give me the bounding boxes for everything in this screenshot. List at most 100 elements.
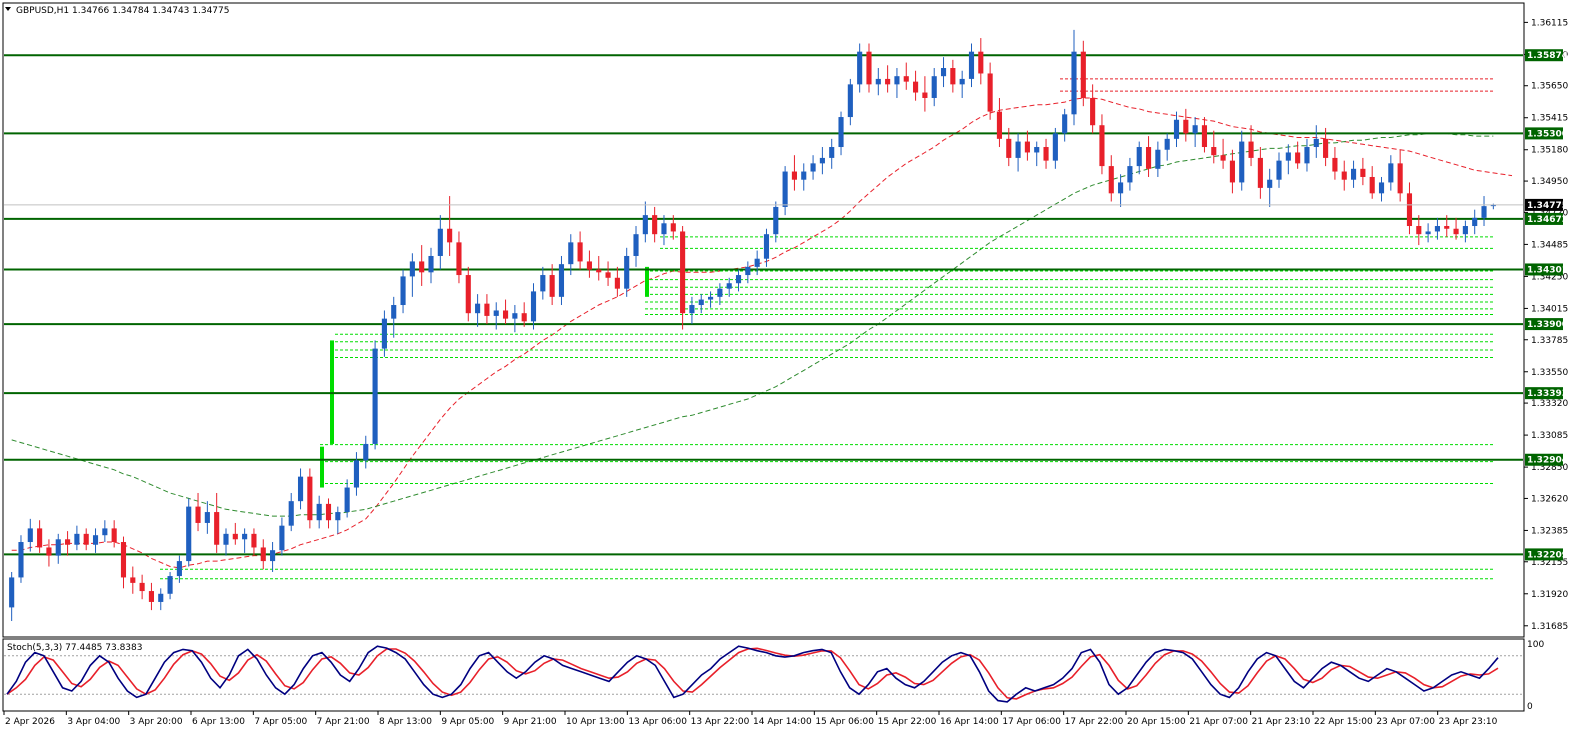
candle [1481, 196, 1487, 227]
candle [875, 68, 881, 96]
candle [754, 250, 760, 276]
level-price-label: 1.34301 [1527, 265, 1568, 275]
stochastic-label: Stoch(5,3,3) 77.4485 73.8383 [7, 643, 142, 653]
candle-body [1145, 147, 1152, 169]
time-axis[interactable]: 2 Apr 2026 3 Apr 04:00 3 Apr 20:00 6 Apr 13… [3, 711, 1498, 727]
candle [885, 65, 891, 93]
candle-body [1239, 141, 1245, 183]
dropdown-triangle-icon[interactable] [5, 7, 11, 11]
time-tick-label: 6 Apr 13:00 [192, 717, 245, 727]
candle [959, 70, 965, 98]
candle-body [1490, 204, 1496, 207]
candle-body [437, 228, 443, 256]
candle [661, 215, 667, 246]
candle-body [1462, 226, 1468, 235]
candle [18, 535, 24, 583]
candle [605, 261, 611, 286]
time-tick-label: 7 Apr 05:00 [254, 717, 307, 727]
candle [270, 542, 276, 572]
candle [1313, 125, 1319, 158]
candle-body [400, 276, 406, 306]
candle-body [540, 275, 546, 292]
level-price-badge [1525, 453, 1563, 466]
price-tick-label: 1.34485 [1531, 240, 1568, 250]
candle [176, 555, 182, 583]
candle [484, 294, 490, 325]
green-zone-block [645, 266, 649, 297]
candle-body [810, 163, 816, 172]
candle [204, 501, 210, 534]
candle-body [1332, 157, 1338, 172]
candle [726, 277, 732, 297]
candle [857, 43, 863, 93]
last-price-label: 1.34775 [1527, 201, 1568, 211]
candle-body [232, 533, 238, 540]
candle [512, 305, 518, 333]
candle-body [698, 299, 704, 306]
candle [428, 247, 434, 284]
candle [251, 528, 257, 556]
candle [1127, 157, 1133, 191]
candle [540, 266, 546, 300]
candle [1425, 223, 1431, 243]
price-panel[interactable]: GBPUSD,H1 1.34766 1.34784 1.34743 1.3477… [2, 2, 1525, 638]
slow-moving-average-line [11, 132, 1494, 517]
candle-body [1295, 152, 1301, 164]
candle [642, 201, 648, 243]
candle-body [223, 533, 229, 545]
candle-body [344, 487, 350, 513]
candle [1043, 138, 1049, 169]
candle [913, 70, 919, 101]
level-price-label: 1.35874 [1527, 51, 1568, 61]
candle [232, 522, 238, 545]
candle-body [782, 171, 788, 207]
candle [139, 574, 145, 600]
chart-header: GBPUSD,H1 1.34766 1.34784 1.34743 1.3477… [5, 6, 229, 16]
price-axis[interactable]: 1.31685 1.31920 1.32155 1.32385 1.32620 1.328… [1524, 18, 1568, 632]
candle [325, 498, 332, 529]
candle [1173, 111, 1180, 148]
candle-body [46, 547, 52, 556]
level-price-label: 1.32904 [1527, 456, 1568, 466]
candle [1406, 182, 1413, 235]
candle [1071, 29, 1077, 126]
candle-body [456, 242, 462, 276]
candle-body [251, 533, 257, 548]
candle [801, 163, 807, 191]
candle-body [74, 533, 80, 545]
candle [409, 253, 415, 297]
horizontal-levels[interactable] [4, 54, 1523, 556]
candle-body [903, 76, 909, 82]
candle-body [372, 348, 378, 444]
candle-body [605, 272, 611, 278]
candle [1304, 138, 1310, 172]
candle-body [549, 275, 555, 297]
candle-body [857, 51, 863, 85]
candle [195, 492, 201, 532]
candle [652, 206, 658, 243]
time-tick-label: 13 Apr 22:00 [691, 717, 750, 727]
candle-body [670, 223, 676, 232]
candle [158, 588, 164, 611]
candle-body [586, 261, 592, 270]
candle [773, 201, 779, 243]
candle-body [624, 255, 630, 289]
price-tick-label: 1.32620 [1531, 494, 1568, 504]
candle [1285, 144, 1291, 175]
candle [74, 525, 80, 551]
candle-body [1397, 163, 1403, 194]
price-tick-label: 1.35180 [1531, 146, 1568, 156]
candle [680, 226, 686, 330]
candle [549, 264, 555, 306]
candle [1006, 127, 1012, 167]
candle [279, 517, 285, 556]
candle-body [92, 535, 99, 545]
price-tick-label: 1.32385 [1531, 526, 1568, 536]
candle [1332, 147, 1338, 180]
candle [1360, 157, 1366, 186]
candle [37, 520, 43, 553]
stochastic-panel[interactable]: Stoch(5,3,3) 77.4485 73.8383 100 0 [2, 638, 1544, 712]
candle-body [791, 171, 797, 180]
candle-body [148, 591, 155, 602]
candle-body [763, 234, 770, 259]
